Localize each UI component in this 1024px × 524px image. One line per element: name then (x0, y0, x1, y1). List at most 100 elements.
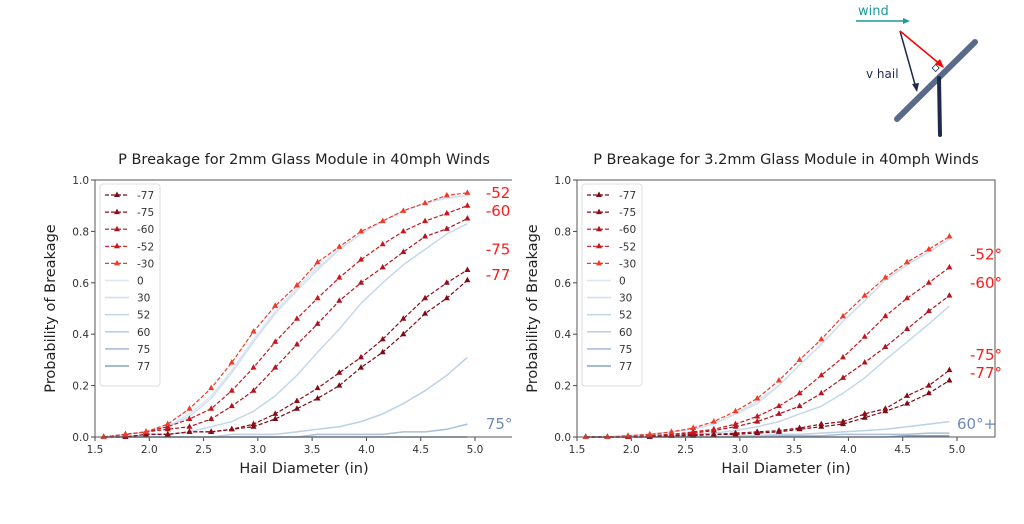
legend-item--77: -77 (587, 190, 636, 202)
triangle-marker-icon (818, 389, 825, 396)
angle-annotation: -60° (970, 274, 1002, 292)
triangle-marker-icon (358, 279, 364, 285)
y-tick-label: 0.6 (554, 278, 571, 290)
triangle-marker-icon (690, 424, 697, 431)
triangle-marker-icon (732, 407, 739, 414)
triangle-marker-icon (314, 384, 321, 391)
triangle-marker-icon (314, 394, 321, 401)
legend-label: -30 (137, 258, 154, 270)
triangle-marker-icon (904, 325, 911, 332)
triangle-marker-icon (186, 423, 193, 429)
triangle-marker-icon (882, 405, 889, 411)
legend-item-30: 30 (105, 293, 150, 305)
x-tick-label: 4.5 (412, 444, 429, 456)
legend-item-75: 75 (105, 344, 150, 356)
triangle-marker-icon (143, 428, 150, 434)
triangle-marker-icon (604, 433, 611, 439)
triangle-marker-icon (314, 320, 321, 326)
x-tick-label: 3.5 (786, 444, 803, 456)
triangle-marker-icon (293, 340, 300, 347)
legend-label: 52 (137, 310, 150, 322)
triangle-marker-icon (754, 428, 761, 434)
triangle-marker-icon (946, 263, 953, 270)
triangle-marker-icon (358, 256, 364, 262)
triangle-marker-icon (925, 279, 932, 285)
triangle-marker-icon (464, 215, 471, 221)
triangle-marker-icon (443, 279, 450, 285)
triangle-marker-icon (646, 430, 653, 437)
legend-item--30: -30 (105, 258, 154, 270)
triangle-marker-icon (358, 227, 364, 234)
triangle-marker-icon (272, 302, 279, 308)
triangle-marker-icon (690, 428, 697, 434)
legend-label: 0 (619, 276, 626, 288)
triangle-marker-icon (422, 199, 429, 206)
triangle-marker-icon (336, 274, 343, 280)
triangle-marker-icon (379, 348, 386, 355)
triangle-marker-icon (840, 374, 846, 380)
chart-2mm-glass: P Breakage for 2mm Glass Module in 40mph… (0, 148, 525, 488)
triangle-marker-icon (754, 418, 761, 424)
triangle-marker-icon (293, 397, 300, 404)
triangle-marker-icon (840, 312, 846, 319)
x-tick-label: 4.0 (840, 444, 857, 456)
triangle-marker-icon (946, 233, 953, 239)
triangle-marker-icon (272, 410, 279, 416)
legend-item-77: 77 (105, 361, 150, 373)
y-tick-label: 0.0 (72, 432, 89, 444)
legend-item--52: -52 (105, 241, 154, 253)
angle-annotation: -75° (486, 240, 512, 258)
legend-label: -77 (619, 190, 636, 202)
triangle-marker-icon (464, 276, 471, 283)
triangle-marker-icon (882, 343, 889, 350)
legend-label: 77 (619, 361, 632, 373)
triangle-marker-icon (882, 312, 889, 319)
series-line--75 (103, 269, 468, 438)
triangle-marker-icon (228, 358, 235, 365)
triangle-marker-icon (293, 315, 300, 321)
triangle-marker-icon (228, 425, 235, 432)
triangle-marker-icon (946, 366, 953, 373)
triangle-marker-icon (314, 294, 321, 301)
wind-hail-angle-diagram: wind v hail (820, 0, 1020, 150)
triangle-marker-icon (208, 428, 215, 434)
legend-item--77: -77 (105, 190, 154, 202)
wind-label: wind (858, 4, 889, 19)
triangle-marker-icon (796, 402, 803, 409)
triangle-marker-icon (208, 415, 215, 422)
legend-item-77: 77 (587, 361, 632, 373)
triangle-marker-icon (228, 402, 235, 409)
triangle-marker-icon (293, 281, 300, 288)
triangle-marker-icon (818, 335, 825, 342)
triangle-marker-icon (443, 294, 450, 301)
legend-label: -30 (619, 258, 636, 270)
x-tick-label: 5.0 (949, 444, 966, 456)
triangle-marker-icon (464, 189, 471, 195)
series-line--60 (103, 218, 468, 438)
triangle-marker-icon (818, 420, 825, 427)
triangle-marker-icon (208, 405, 215, 411)
x-axis-label: Hail Diameter (in) (239, 461, 368, 477)
triangle-marker-icon (379, 217, 386, 224)
triangle-marker-icon (272, 364, 279, 370)
triangle-marker-icon (422, 294, 429, 301)
triangle-marker-icon (358, 353, 364, 360)
legend-label: 30 (137, 293, 150, 305)
x-tick-label: 2.5 (195, 444, 212, 456)
legend-item--75: -75 (587, 207, 636, 219)
triangle-marker-icon (250, 364, 257, 370)
legend-item--52: -52 (587, 241, 636, 253)
legend-item-60: 60 (105, 327, 150, 339)
triangle-marker-icon (818, 371, 825, 378)
triangle-marker-icon (400, 248, 407, 254)
triangle-marker-icon (400, 330, 407, 337)
triangle-marker-icon (861, 414, 868, 420)
legend-label: 77 (137, 361, 150, 373)
triangle-marker-icon (861, 358, 868, 365)
triangle-marker-icon (582, 433, 589, 439)
angle-annotation: -60° (486, 202, 512, 220)
legend-item--30: -30 (587, 258, 636, 270)
triangle-marker-icon (272, 415, 279, 422)
series-line--30 (585, 235, 950, 438)
legend-label: 30 (619, 293, 632, 305)
